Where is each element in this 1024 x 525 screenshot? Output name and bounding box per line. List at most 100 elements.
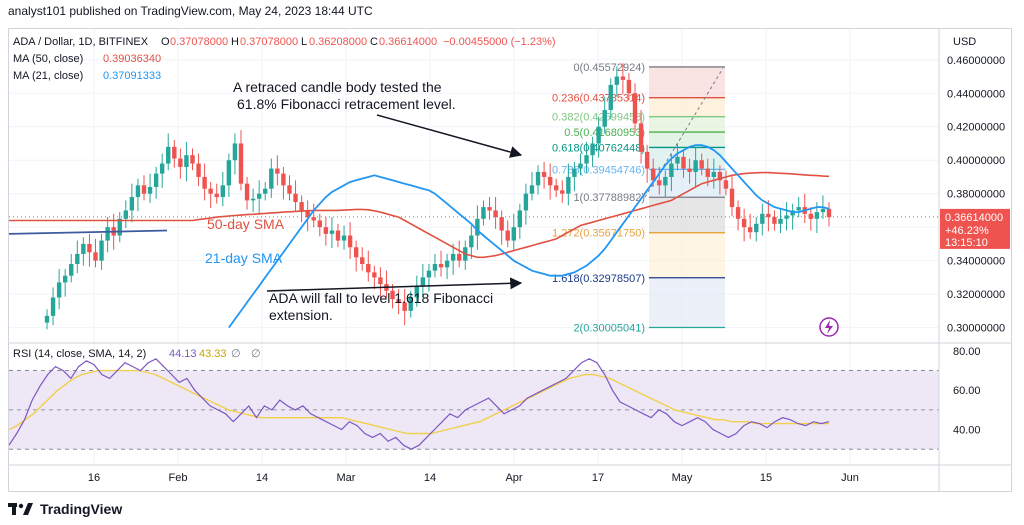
- candle-body: [153, 173, 159, 187]
- price-tick-label: 0.40000000: [947, 155, 1005, 167]
- candle-body: [632, 93, 638, 124]
- legend-ma21-value: 0.37091333: [103, 70, 161, 82]
- candle-body: [541, 171, 547, 177]
- candle-body: [166, 146, 171, 164]
- candle-body: [232, 143, 238, 161]
- candle-body: [481, 207, 486, 219]
- candle-body: [341, 235, 347, 241]
- candle-body: [620, 76, 626, 80]
- candle-body: [547, 176, 553, 186]
- candle-body: [608, 84, 613, 110]
- candle-body: [293, 193, 298, 203]
- current-price-change: +46.23%: [945, 225, 989, 237]
- flash-icon: [819, 317, 839, 337]
- candle-body: [220, 185, 225, 198]
- time-tick-label: 17: [592, 472, 604, 484]
- annotation-fib-note-line1: A retraced candle body tested the: [233, 79, 442, 95]
- fib-zone: [649, 132, 725, 148]
- candle-body: [669, 163, 674, 177]
- candle-body: [172, 146, 177, 159]
- candle-body: [147, 187, 153, 194]
- candle-body: [808, 213, 814, 219]
- candle-body: [566, 176, 571, 194]
- price-chart[interactable]: 0(0.45572924)0.236(0.43735314)0.382(0.42…: [8, 29, 1011, 491]
- candle-body: [450, 253, 456, 261]
- publisher-header: analyst101 published on TradingView.com,…: [8, 4, 373, 18]
- footer-brand: TradingView: [40, 501, 123, 517]
- candle-body: [826, 208, 832, 218]
- candle-body: [499, 217, 504, 231]
- candle-body: [50, 297, 56, 316]
- current-price-value: 0.36614000: [945, 212, 1003, 224]
- annotation-ma50-label: 50-day SMA: [207, 216, 285, 232]
- candle-body: [196, 163, 201, 177]
- price-tick-label: 0.42000000: [947, 122, 1005, 134]
- candle-body: [438, 264, 444, 268]
- fib-level-label: 0(0.45572924): [573, 62, 645, 74]
- candle-body: [263, 188, 268, 194]
- candle-body: [766, 213, 771, 218]
- ma21-line: [228, 144, 830, 329]
- candle-body: [644, 151, 650, 169]
- candle-body: [317, 220, 322, 228]
- candle-body: [469, 235, 474, 248]
- current-price-countdown: 13:15:10: [945, 237, 988, 249]
- candle-body: [505, 230, 510, 241]
- rsi-tick-label: 80.00: [953, 346, 981, 358]
- candle-body: [432, 264, 438, 271]
- time-tick-label: 14: [424, 472, 436, 484]
- candle-body: [778, 218, 783, 224]
- candle-body: [590, 143, 595, 156]
- time-tick-label: Apr: [505, 472, 522, 484]
- price-tick-label: 0.30000000: [947, 323, 1005, 335]
- legend-ma50-value: 0.39036340: [103, 53, 161, 65]
- candle-body: [208, 188, 213, 194]
- annotation-target-line1: ADA will fall to level 1.618 Fibonacci: [269, 290, 493, 306]
- time-tick-label: Mar: [337, 472, 356, 484]
- candle-body: [347, 235, 353, 248]
- candle-body: [560, 190, 565, 194]
- candle-body: [44, 315, 50, 323]
- candle-body: [426, 270, 432, 278]
- candle-body: [475, 218, 480, 236]
- candle-body: [299, 202, 304, 211]
- candle-body: [287, 185, 292, 194]
- fib-zone: [649, 147, 725, 170]
- legend-l-value: 0.36208000: [309, 36, 367, 48]
- footer: TradingView: [8, 498, 122, 520]
- fib-level-label: 0.786(0.39454746): [552, 164, 645, 176]
- fib-zone: [649, 66, 725, 98]
- legend-symbol: ADA / Dollar, 1D, BITFINEX: [13, 36, 149, 48]
- candle-body: [105, 227, 110, 241]
- candle-body: [390, 290, 395, 300]
- ma50-line: [192, 171, 830, 259]
- tradingview-logo-icon: [8, 503, 33, 515]
- candle-body: [56, 282, 62, 298]
- candle-body: [729, 188, 735, 208]
- rsi-legend-value: 44.13: [169, 348, 197, 360]
- candle-body: [584, 155, 589, 164]
- candle-body: [117, 218, 122, 236]
- legend-h-value: 0.37078000: [240, 36, 298, 48]
- candle-body: [511, 227, 516, 241]
- currency-label: USD: [953, 36, 976, 48]
- support-line: [8, 229, 168, 235]
- candle-body: [123, 210, 129, 219]
- price-tick-label: 0.44000000: [947, 88, 1005, 100]
- legend-l-label: L: [301, 36, 307, 48]
- candle-body: [184, 155, 189, 167]
- time-tick-label: Feb: [169, 472, 188, 484]
- rsi-legend-label: RSI (14, close, SMA, 14, 2): [13, 348, 146, 360]
- fib-level-label: 0.236(0.43735314): [552, 93, 645, 105]
- candle-body: [190, 155, 195, 164]
- chart-frame[interactable]: 0(0.45572924) 0.236(0.43735314) 0.382(0.42…: [8, 28, 1012, 492]
- candle-body: [378, 277, 383, 285]
- candle-body: [578, 163, 583, 169]
- candle-body: [402, 302, 407, 311]
- price-tick-label: 0.46000000: [947, 55, 1005, 67]
- time-tick-label: Jun: [841, 472, 859, 484]
- price-tick-label: 0.34000000: [947, 256, 1005, 268]
- candle-body: [735, 207, 741, 219]
- candle-body: [269, 168, 274, 189]
- candle-body: [353, 247, 359, 258]
